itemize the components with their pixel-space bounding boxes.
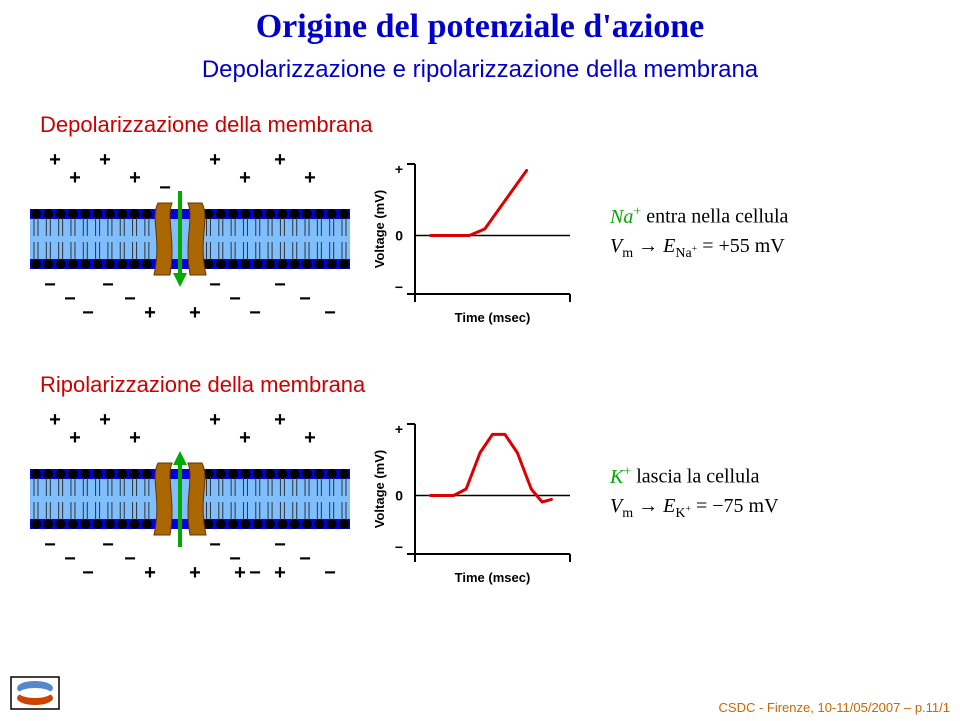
equation-ripol: K+ lascia la cellula Vm → EK+ = −75 mV [610,464,940,522]
svg-text:+: + [274,562,286,584]
svg-text:+: + [144,302,156,324]
voltage-graph-ripol: +0 −Voltage (mV) Time (msec) [370,404,580,594]
ion-verb: entra nella cellula [641,206,788,228]
eq-val: = +55 mV [697,235,785,257]
svg-text:−: − [124,548,136,570]
footer-text: CSDC - Firenze, 10-11/05/2007 – p.11/1 [719,700,950,715]
eq-rhs-e: E [663,495,675,517]
svg-text:+: + [239,167,251,189]
svg-text:−: − [82,562,94,584]
svg-text:0: 0 [395,228,403,244]
footer-logo [10,676,60,715]
svg-text:+: + [274,409,286,431]
svg-text:Voltage (mV): Voltage (mV) [372,450,387,529]
svg-text:+: + [189,562,201,584]
svg-text:−: − [64,548,76,570]
membrane-diagram-ripol: ++++++++−−−−−−−−−−−−++++ [30,404,350,594]
svg-text:−: − [82,302,94,324]
svg-text:+: + [304,427,316,449]
equation-depol: Na+ entra nella cellula Vm → ENa+ = +55 … [610,204,940,262]
svg-text:+: + [69,427,81,449]
svg-text:+: + [239,427,251,449]
svg-text:−: − [299,288,311,310]
row-ripol: ++++++++−−−−−−−−−−−−++++ +0−Voltage (mV)… [0,404,960,604]
svg-text:−: − [44,274,56,296]
svg-text:+: + [129,167,141,189]
svg-text:−: − [229,288,241,310]
svg-text:+: + [69,167,81,189]
svg-text:−: − [159,177,171,199]
ion-verb: lascia la cellula [631,466,759,488]
section-label-ripol: Ripolarizzazione della membrana [40,372,960,398]
svg-text:−: − [324,302,336,324]
eq-val: = −75 mV [691,495,779,517]
svg-text:−: − [209,274,221,296]
svg-text:+: + [234,562,246,584]
svg-text:−: − [249,302,261,324]
svg-text:−: − [324,562,336,584]
membrane-diagram-depol: ++++++++−−−−−−−−−−−−−++ [30,144,350,334]
svg-text:−: − [64,288,76,310]
eq-lhs: V [610,495,622,517]
svg-text:+: + [209,149,221,171]
svg-text:Time (msec): Time (msec) [455,570,531,585]
page-subtitle: Depolarizzazione e ripolarizzazione dell… [0,56,960,84]
svg-text:Time (msec): Time (msec) [455,310,531,325]
svg-text:−: − [249,562,261,584]
svg-text:+: + [395,161,403,177]
eq-lhs-sub: m [622,506,633,521]
svg-text:−: − [299,548,311,570]
svg-text:0: 0 [395,488,403,504]
eq-lhs: V [610,235,622,257]
svg-text:+: + [189,302,201,324]
section-label-depol: Depolarizzazione della membrana [40,112,960,138]
svg-text:−: − [395,279,403,295]
ion-symbol: Na [610,206,633,228]
svg-text:+: + [129,427,141,449]
svg-text:−: − [274,534,286,556]
svg-text:−: − [209,534,221,556]
svg-text:−: − [102,534,114,556]
svg-text:Voltage (mV): Voltage (mV) [372,190,387,269]
voltage-graph-depol: +0 −Voltage (mV) Time (msec) [370,144,580,334]
ion-symbol: K [610,466,623,488]
eq-rhs-e: E [663,235,675,257]
eq-arrow: → [633,235,663,257]
eq-rhs-sub: Na [675,246,691,261]
svg-text:+: + [49,409,61,431]
svg-text:+: + [99,409,111,431]
svg-text:−: − [124,288,136,310]
svg-text:+: + [99,149,111,171]
svg-text:+: + [144,562,156,584]
page-title: Origine del potenziale d'azione [0,0,960,46]
svg-text:+: + [395,421,403,437]
svg-text:+: + [49,149,61,171]
svg-text:−: − [102,274,114,296]
svg-text:+: + [274,149,286,171]
svg-text:−: − [395,539,403,555]
eq-arrow: → [633,495,663,517]
svg-text:−: − [274,274,286,296]
row-depol: ++++++++−−−−−−−−−−−−−++ +0−Voltage (mV)T… [0,144,960,344]
svg-text:−: − [44,534,56,556]
eq-rhs-sub: K [675,506,685,521]
svg-text:+: + [209,409,221,431]
svg-text:+: + [304,167,316,189]
eq-lhs-sub: m [622,246,633,261]
